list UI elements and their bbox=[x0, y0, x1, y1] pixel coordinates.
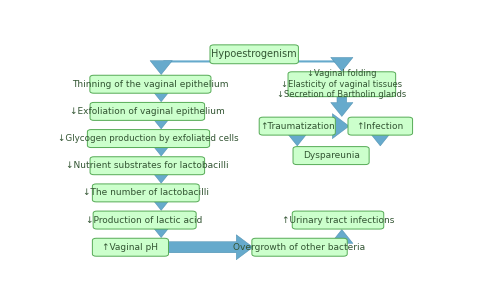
FancyBboxPatch shape bbox=[90, 75, 211, 93]
Text: ↑Urinary tract infections: ↑Urinary tract infections bbox=[282, 216, 394, 225]
FancyBboxPatch shape bbox=[210, 45, 299, 64]
Text: ↓Glycogen production by exfoliated cells: ↓Glycogen production by exfoliated cells bbox=[58, 134, 239, 143]
FancyBboxPatch shape bbox=[293, 147, 369, 164]
FancyBboxPatch shape bbox=[90, 157, 205, 175]
FancyBboxPatch shape bbox=[288, 72, 396, 97]
FancyBboxPatch shape bbox=[90, 103, 205, 120]
FancyBboxPatch shape bbox=[252, 238, 347, 256]
FancyBboxPatch shape bbox=[93, 211, 196, 229]
Text: ↓Production of lactic acid: ↓Production of lactic acid bbox=[86, 216, 203, 225]
FancyBboxPatch shape bbox=[92, 238, 169, 256]
Text: Overgrowth of other bacteria: Overgrowth of other bacteria bbox=[234, 243, 366, 252]
FancyBboxPatch shape bbox=[92, 184, 199, 202]
FancyBboxPatch shape bbox=[259, 117, 335, 135]
Text: Thinning of the vaginal epithelium: Thinning of the vaginal epithelium bbox=[72, 80, 229, 89]
Text: ↑Vaginal pH: ↑Vaginal pH bbox=[102, 243, 158, 252]
Text: Hypoestrogenism: Hypoestrogenism bbox=[211, 49, 297, 59]
Text: ↓Exfoliation of vaginal epithelium: ↓Exfoliation of vaginal epithelium bbox=[70, 107, 225, 116]
FancyBboxPatch shape bbox=[348, 117, 413, 135]
Text: ↓The number of lactobacilli: ↓The number of lactobacilli bbox=[83, 188, 209, 197]
Text: ↓Vaginal folding
↓Elasticity of vaginal tissues
↓Secretion of Bartholin glands: ↓Vaginal folding ↓Elasticity of vaginal … bbox=[277, 69, 406, 100]
Text: ↑Traumatization: ↑Traumatization bbox=[260, 122, 335, 131]
Text: Dyspareunia: Dyspareunia bbox=[303, 151, 360, 160]
FancyBboxPatch shape bbox=[292, 211, 384, 229]
Text: ↑Infection: ↑Infection bbox=[357, 122, 404, 131]
Text: ↓Nutrient substrates for lactobacilli: ↓Nutrient substrates for lactobacilli bbox=[66, 161, 229, 170]
FancyBboxPatch shape bbox=[87, 129, 210, 147]
